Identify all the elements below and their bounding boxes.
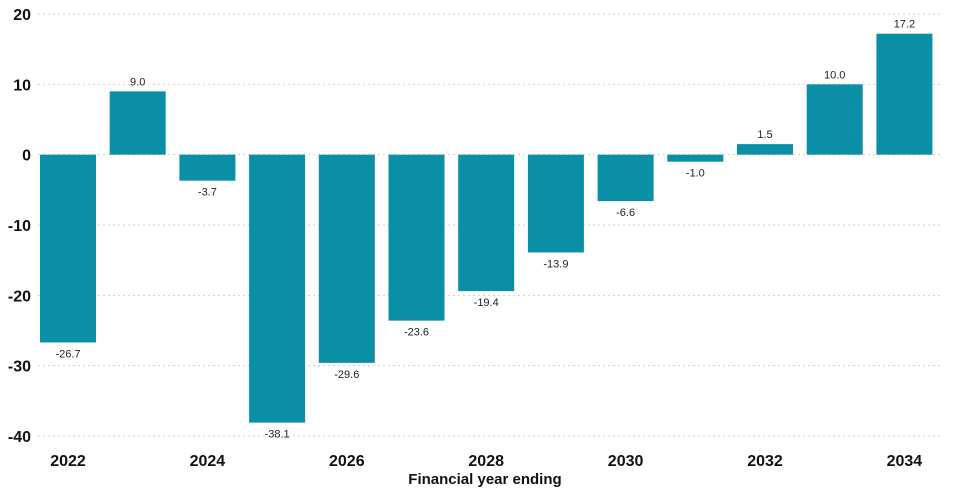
data-label-2027: -23.6: [404, 327, 429, 339]
y-tick-label: -30: [8, 359, 31, 376]
y-tick-label: -20: [8, 288, 31, 305]
x-tick-label: 2032: [747, 453, 783, 470]
bar-2028: [458, 154, 515, 292]
y-tick-label: 20: [13, 7, 31, 24]
data-label-2026: -29.6: [334, 369, 359, 381]
y-tick-label: 0: [22, 148, 31, 165]
bar-2033: [806, 84, 863, 155]
bar-2029: [527, 154, 584, 253]
bar-2025: [249, 154, 306, 423]
data-label-2031: -1.0: [686, 168, 705, 180]
x-axis-tick-labels: 2022 2024 2026 2028 2030 2032 2034: [50, 453, 922, 470]
data-label-2022: -26.7: [55, 348, 80, 360]
data-label-2025: -38.1: [265, 429, 290, 441]
x-tick-label: 2034: [887, 453, 923, 470]
y-tick-label: 10: [13, 77, 31, 94]
y-axis-tick-labels: 20 10 0 -10 -20 -30 -40: [8, 7, 31, 446]
x-tick-label: 2030: [608, 453, 644, 470]
bar-2023: [109, 91, 166, 155]
y-tick-label: -40: [8, 429, 31, 446]
bar-2026: [318, 154, 375, 363]
data-labels: -26.7 9.0 -3.7 -38.1 -29.6 -23.6 -19.4 -13.9 -6.…: [55, 19, 915, 441]
bar-2032: [737, 144, 793, 155]
bar-2022: [40, 154, 96, 343]
bar-2030: [597, 154, 654, 202]
bar-2027: [388, 154, 445, 321]
data-label-2023: 9.0: [130, 76, 145, 88]
data-label-2034: 17.2: [894, 19, 915, 31]
data-label-2030: -6.6: [616, 207, 635, 219]
bar-2034: [876, 33, 933, 155]
x-tick-label: 2022: [50, 453, 86, 470]
x-axis-label: Financial year ending: [408, 471, 561, 488]
x-tick-label: 2024: [190, 453, 226, 470]
data-label-2028: -19.4: [474, 297, 499, 309]
bar-2031: [667, 154, 724, 162]
x-tick-label: 2026: [329, 453, 365, 470]
y-tick-label: -10: [8, 218, 31, 235]
data-label-2032: 1.5: [757, 129, 772, 141]
data-label-2024: -3.7: [198, 187, 217, 199]
data-label-2033: 10.0: [824, 69, 845, 81]
data-label-2029: -13.9: [543, 258, 568, 270]
x-tick-label: 2028: [468, 453, 504, 470]
bars: [40, 33, 933, 423]
bar-2024: [179, 154, 236, 181]
